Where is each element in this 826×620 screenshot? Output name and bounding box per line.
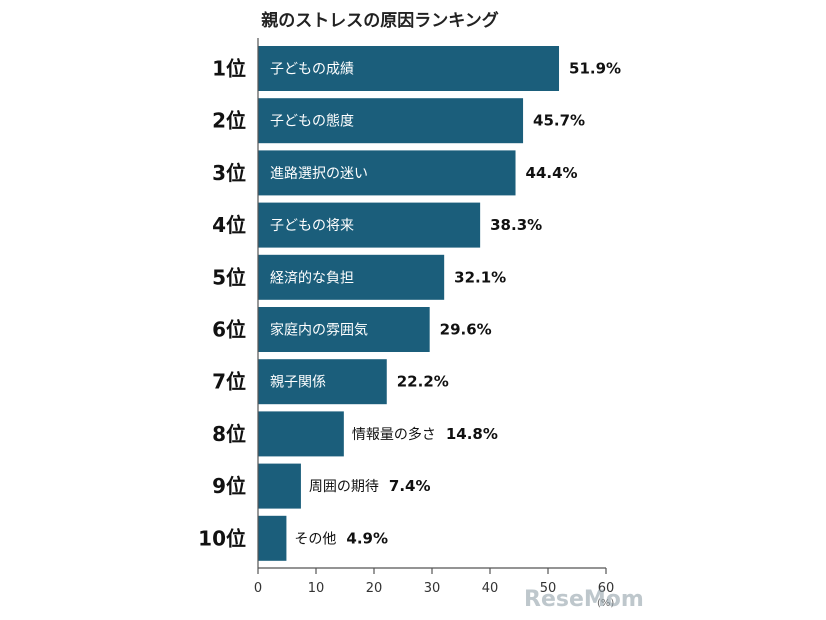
x-tick-label: 50 [540, 581, 557, 596]
category-label: 子どもの成績 [270, 62, 354, 78]
x-ticks: 0 10 20 30 40 50 60 [254, 568, 614, 596]
chart-title: 親のストレスの原因ランキング [261, 10, 499, 31]
value-label: 38.3% [490, 216, 542, 234]
bar [258, 98, 524, 144]
bar [258, 46, 560, 91]
rank-label: 8位 [212, 422, 246, 446]
x-tick-label: 30 [424, 581, 441, 596]
rank-label: 3位 [212, 161, 246, 185]
unit-label: (%) [597, 598, 614, 609]
category-label: 家庭内の雰囲気 [270, 322, 368, 339]
x-tick-label: 40 [482, 581, 499, 596]
rank-label: 9位 [212, 474, 246, 498]
category-label: 情報量の多さ [352, 426, 436, 443]
category-label: 子どもの将来 [270, 218, 354, 234]
value-label: 14.8% [446, 425, 498, 443]
bars-layer: 1位 子どもの成績 51.9% 2位 子どもの態度 45.7% 3位 進路選択の迷い 44.4%… [198, 46, 621, 561]
value-label: 4.9% [346, 529, 388, 547]
rank-label: 10位 [198, 526, 246, 550]
rank-label: 5位 [212, 265, 246, 289]
rank-label: 2位 [212, 109, 246, 133]
category-label: 親子関係 [270, 375, 326, 391]
category-label: 進路選択の迷い [270, 166, 368, 182]
watermark-logo: ReseMom [524, 587, 644, 612]
rank-label: 4位 [212, 213, 246, 237]
value-label: 45.7% [533, 112, 585, 130]
value-label: 7.4% [389, 477, 431, 495]
bar [258, 411, 344, 457]
x-tick-label: 0 [254, 581, 262, 596]
value-label: 22.2% [397, 373, 449, 391]
value-label: 32.1% [454, 268, 506, 286]
category-label: 周囲の期待 [309, 479, 379, 495]
category-label: 子どもの態度 [270, 114, 354, 130]
value-label: 29.6% [440, 321, 492, 339]
bar [258, 254, 445, 300]
bar [258, 150, 516, 196]
x-tick-label: 20 [366, 581, 383, 596]
x-tick-label: 60 [598, 581, 615, 596]
rank-label: 6位 [212, 318, 246, 342]
x-tick-label: 10 [308, 581, 325, 596]
bar [258, 463, 301, 509]
bar [258, 515, 287, 561]
category-label: 経済的な負担 [270, 270, 354, 286]
category-label: その他 [294, 531, 336, 547]
value-label: 51.9% [569, 60, 621, 78]
rank-label: 1位 [212, 57, 246, 81]
bar [258, 202, 481, 248]
bar [258, 307, 430, 352]
rank-label: 7位 [212, 370, 246, 394]
bar [258, 359, 387, 405]
value-label: 44.4% [526, 164, 578, 182]
